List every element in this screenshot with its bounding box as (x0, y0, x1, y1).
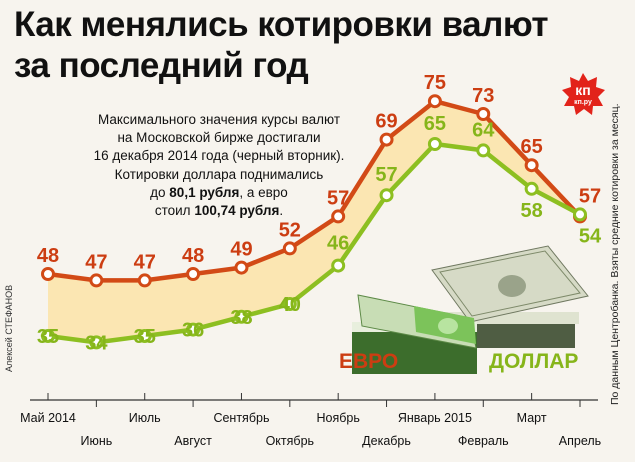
x-tick-label: Август (174, 434, 212, 448)
note-dollar-max: 80,1 рубля (169, 184, 240, 200)
x-tick-label: Май 2014 (20, 411, 76, 425)
logo-text-kp: кп (575, 82, 590, 98)
logo-text-kpru: кп.ру (574, 99, 592, 106)
data-label-euro: 47 (85, 251, 107, 273)
x-tick-label: Март (517, 411, 547, 425)
data-point-euro (427, 94, 442, 109)
series-label-dollar: ДОЛЛАР (489, 350, 578, 373)
data-point-dollar (137, 329, 152, 343)
x-tick-label: Июнь (80, 434, 112, 448)
data-point-euro (524, 158, 539, 173)
note-line-6-post: . (279, 203, 284, 219)
data-label-euro: 73 (472, 85, 494, 107)
data-label-dollar: 54 (579, 225, 602, 247)
data-point-dollar (234, 309, 249, 324)
data-point-euro (234, 260, 249, 275)
data-label-dollar: 34 (85, 332, 108, 354)
data-point-euro (476, 107, 491, 121)
info-note: Максимального значения курсы валют на Мо… (88, 111, 350, 220)
x-tick-label: Октябрь (266, 434, 314, 448)
data-point-euro (41, 267, 55, 281)
note-line-5-post: , а евро (239, 184, 288, 200)
data-label-dollar: 64 (472, 119, 495, 141)
data-point-euro (137, 273, 152, 288)
x-ticks (47, 393, 581, 407)
x-tick-label: Ноябрь (316, 411, 359, 425)
data-label-dollar: 35 (37, 326, 59, 348)
euro-dollar-band (48, 101, 580, 343)
data-label-euro: 52 (279, 219, 301, 241)
data-label-dollar: 35 (134, 326, 156, 348)
data-point-euro (89, 273, 104, 288)
note-line-6-pre: стоил (154, 203, 195, 219)
data-label-dollar: 38 (230, 307, 252, 329)
note-line-1: Максимального значения курсы валют (97, 112, 341, 127)
data-label-dollar: 58 (521, 200, 543, 222)
data-label-dollar: 65 (424, 113, 446, 135)
data-label-euro: 48 (37, 245, 59, 267)
data-point-euro (186, 267, 201, 281)
data-labels: 48 47 47 48 49 52 57 69 75 73 65 57 35 34 35 36 38 40 46 57… (37, 72, 602, 354)
data-point-dollar (379, 188, 394, 203)
kp-logo: кп кп.ру (562, 73, 605, 115)
data-point-euro (331, 209, 346, 224)
x-tick-label: Сентябрь (213, 411, 269, 425)
data-label-dollar: 57 (375, 164, 397, 186)
data-point-dollar (186, 322, 201, 337)
data-points (41, 94, 587, 350)
data-label-dollar: 36 (182, 320, 204, 342)
data-point-dollar (331, 258, 346, 273)
euro-stack (352, 294, 477, 374)
data-label-dollar: 46 (327, 233, 349, 255)
series-label-euro: ЕВРО (339, 350, 398, 373)
data-point-dollar (89, 335, 104, 350)
data-point-euro (379, 132, 394, 147)
chart-title: Как менялись котировки валют за последни… (14, 4, 549, 86)
series-line-euro (47, 98, 582, 283)
data-label-euro: 47 (134, 251, 156, 273)
title-line-1: Как менялись котировки валют (14, 5, 549, 44)
note-line-4: Котировки доллара поднимались (114, 166, 324, 182)
data-label-dollar: 40 (279, 294, 301, 316)
data-label-euro: 48 (182, 245, 204, 267)
data-point-dollar (427, 137, 442, 151)
data-label-euro: 57 (327, 187, 349, 209)
data-label-euro: 69 (375, 111, 397, 133)
series-line-dollar (47, 141, 582, 345)
x-tick-label: Апрель (559, 434, 601, 448)
data-point-euro (282, 241, 297, 256)
x-tick-label: Февраль (458, 434, 509, 448)
note-line-3: 16 декабря 2014 года (черный вторник). (93, 148, 345, 164)
data-point-dollar (524, 181, 539, 196)
x-tick-label: Январь 2015 (398, 411, 472, 425)
data-label-euro: 75 (424, 72, 446, 94)
source-note: По данным Центробанка. Взяты средние кот… (609, 103, 621, 405)
data-label-euro: 57 (579, 185, 601, 207)
data-label-euro: 49 (230, 239, 252, 261)
banknotes-illustration (352, 245, 589, 374)
data-label-euro: 65 (521, 136, 543, 158)
data-point-dollar (41, 329, 55, 343)
data-point-dollar (476, 143, 491, 158)
note-euro-max: 100,74 рубля (194, 203, 280, 219)
data-point-dollar (282, 297, 297, 311)
note-line-2: на Московской бирже достигали (117, 130, 321, 146)
x-tick-label: Июль (129, 411, 161, 425)
x-tick-label: Декабрь (362, 434, 411, 448)
data-point-dollar (573, 207, 587, 222)
note-line-5-pre: до (150, 184, 170, 200)
author-credit: Алексей СТЕФАНОВ (4, 284, 14, 372)
title-line-2: за последний год (14, 46, 309, 85)
